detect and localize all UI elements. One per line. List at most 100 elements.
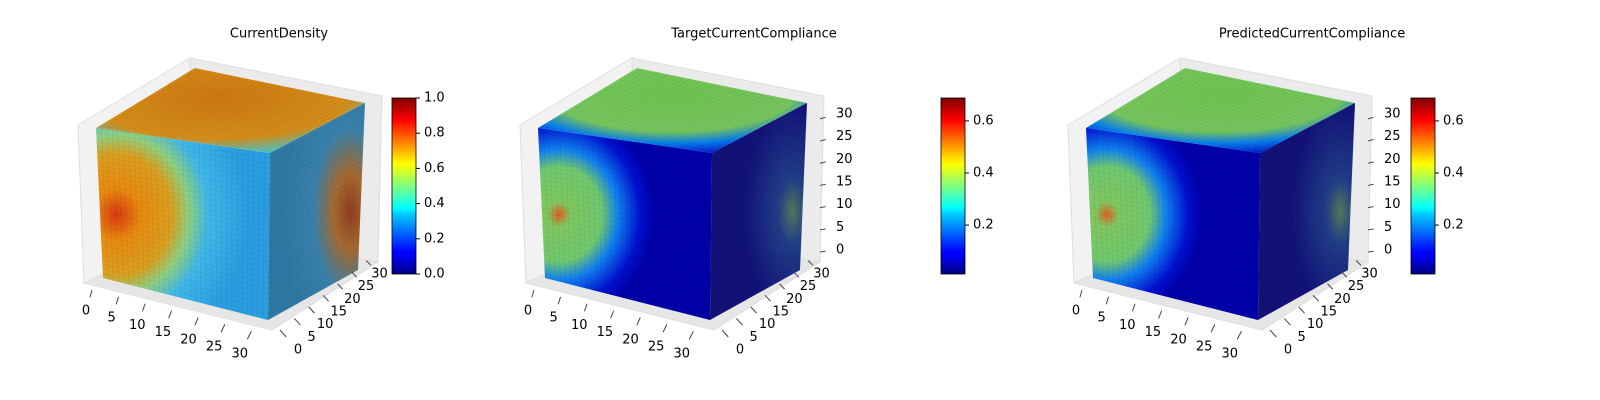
voxel-edge: [559, 131, 566, 284]
voxel-edge: [711, 149, 806, 201]
voxel-edge: [100, 235, 269, 274]
voxel-edge: [1175, 73, 1347, 108]
voxel-edge: [247, 149, 249, 315]
voxel-edge: [188, 86, 286, 142]
voxel-edge: [548, 69, 648, 130]
voxel-edge: [662, 145, 664, 309]
voxel-edge: [1288, 135, 1293, 303]
voxel-edge: [1113, 73, 1212, 133]
voxel-edge: [760, 124, 766, 292]
tick-mark: [141, 303, 146, 312]
voxel-edge: [1104, 116, 1278, 144]
tick-mark: [1355, 260, 1362, 266]
voxel-edge: [1243, 99, 1340, 151]
voxel-edge: [581, 76, 680, 135]
voxel-edge: [1259, 123, 1355, 175]
voxel-edge: [543, 128, 551, 280]
voxel-edge: [608, 81, 707, 139]
voxel-edge: [1237, 149, 1239, 315]
voxel-edge: [97, 151, 270, 180]
voxel-edge: [1092, 263, 1259, 305]
voxel-edge: [1242, 150, 1244, 317]
tick-mark: [1079, 289, 1083, 298]
tick-label: 15: [773, 305, 790, 320]
voxel-edge: [662, 92, 760, 147]
voxel-edge: [1123, 133, 1130, 288]
tick-mark: [1367, 250, 1374, 253]
voxel-edge: [1129, 76, 1228, 135]
voxel-edge: [1258, 222, 1351, 274]
voxel-edge: [1113, 110, 1287, 140]
voxel-edge: [592, 78, 691, 137]
tick-mark: [1367, 139, 1374, 142]
voxel-edge: [1210, 145, 1212, 309]
tick-mark: [662, 324, 668, 333]
voxel-edge: [321, 123, 327, 291]
voxel-edge: [780, 113, 787, 281]
voxel-edge: [101, 68, 201, 130]
voxel-edge: [1156, 81, 1255, 139]
voxel-edge: [710, 175, 805, 227]
voxel-edge: [1274, 143, 1279, 311]
voxel-edge: [96, 132, 270, 159]
voxel-edge: [1088, 188, 1260, 222]
voxel-edge: [98, 188, 270, 222]
voxel-edge: [711, 144, 806, 196]
voxel-edge: [204, 143, 207, 305]
voxel-edge: [170, 82, 342, 116]
voxel-edge: [182, 85, 281, 141]
tick-label: 10: [1119, 318, 1136, 333]
voxel-edge: [690, 98, 786, 151]
voxel-edge: [226, 93, 323, 148]
voxel-edge: [99, 207, 269, 243]
tick-mark: [819, 206, 826, 209]
voxel-edge: [710, 233, 802, 284]
tick-mark: [807, 260, 814, 266]
voxel-edge: [171, 83, 270, 140]
voxel-edge: [592, 135, 597, 292]
voxel-edge: [606, 86, 778, 119]
voxel-edge: [123, 110, 297, 140]
tick-label: 10: [1307, 317, 1324, 332]
voxel-edge: [590, 95, 763, 127]
voxel-edge: [568, 108, 742, 138]
voxel-edge: [544, 258, 711, 300]
voxel-edge: [1086, 137, 1260, 164]
voxel-edge: [154, 92, 327, 124]
tick-mark: [351, 271, 358, 278]
voxel-edge: [587, 97, 760, 129]
tick-label: 5: [1297, 330, 1305, 345]
voxel-edge: [136, 103, 309, 133]
voxel-edge: [354, 104, 363, 272]
voxel-edge: [559, 114, 733, 143]
voxel-edge: [1259, 154, 1353, 206]
voxel-edge: [1259, 128, 1355, 180]
voxel-edge: [1090, 226, 1259, 263]
voxel-edge: [268, 222, 361, 274]
voxel-edge: [193, 142, 197, 302]
tick-label: 30: [1221, 347, 1238, 362]
voxel-edge: [710, 201, 803, 253]
tick-label: 15: [155, 325, 172, 340]
cube-right: [1258, 103, 1355, 320]
voxel-edge: [177, 139, 181, 298]
voxel-edge: [160, 137, 166, 294]
voxel-edge: [578, 103, 751, 133]
voxel-edge: [540, 179, 712, 211]
colorbar-tick-label: 1.0: [424, 91, 445, 106]
voxel-edge: [544, 273, 711, 316]
voxel-edge: [1147, 90, 1320, 123]
voxel-edge: [151, 93, 324, 126]
voxel-edge: [133, 75, 233, 134]
voxel-edge: [565, 73, 664, 133]
voxel-edge: [1089, 193, 1260, 227]
voxel-edge: [1291, 134, 1296, 302]
voxel-edge: [209, 144, 212, 306]
voxel-edge: [248, 98, 344, 151]
voxel-edge: [619, 84, 717, 140]
voxel-edge: [102, 268, 269, 310]
tick-label: 10: [317, 317, 334, 332]
tick-mark: [1298, 306, 1305, 314]
tick-label: 10: [1384, 197, 1401, 212]
voxel-edge: [1172, 140, 1176, 300]
